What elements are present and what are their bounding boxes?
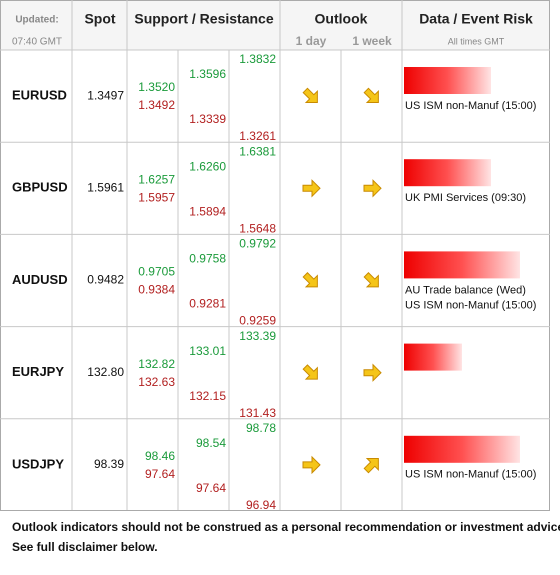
resistance: 0.9705: [138, 265, 175, 279]
spot: 0.9482: [87, 273, 124, 287]
event-note: All times GMT: [448, 36, 505, 46]
outlook-arrow: [302, 364, 318, 380]
updated-label: Updated:: [15, 15, 58, 26]
pair: AUDUSD: [12, 272, 68, 287]
pair: USDJPY: [12, 456, 64, 471]
support: 0.9384: [138, 283, 175, 297]
support: 1.3261: [239, 129, 276, 143]
support: 0.9281: [189, 297, 226, 311]
support: 132.15: [189, 389, 226, 403]
outlook-arrow: [302, 272, 318, 288]
support: 1.3492: [138, 98, 175, 112]
resistance: 98.78: [246, 421, 276, 435]
table-border: [0, 0, 550, 511]
risk-bar: [404, 67, 491, 94]
support: 96.94: [246, 498, 276, 512]
risk-bar: [404, 251, 520, 279]
footer-line: Outlook indicators should not be constru…: [12, 520, 560, 534]
event: UK PMI Services (09:30): [405, 192, 526, 204]
spot: 98.39: [94, 457, 124, 471]
event: US ISM non-Manuf (15:00): [405, 299, 536, 311]
resistance: 1.6381: [239, 144, 276, 158]
resistance: 1.3596: [189, 67, 226, 81]
footer-line: See full disclaimer below.: [12, 540, 158, 554]
support: 131.43: [239, 406, 276, 420]
support: 1.5957: [138, 190, 175, 204]
support: 1.5648: [239, 221, 276, 235]
spot: 1.3497: [87, 88, 124, 102]
outlook-arrow: [302, 179, 321, 198]
resistance: 98.54: [196, 436, 226, 450]
outlook-arrow: [363, 87, 379, 103]
resistance: 133.01: [189, 344, 226, 358]
resistance: 0.9792: [239, 237, 276, 251]
event: US ISM non-Manuf (15:00): [405, 100, 536, 112]
event-header: Data / Event Risk: [419, 11, 533, 27]
pair: EURJPY: [12, 364, 64, 379]
support: 0.9259: [239, 314, 276, 328]
outlook-arrow: [363, 179, 382, 198]
resistance: 133.39: [239, 329, 276, 343]
support: 1.5894: [189, 204, 226, 218]
resistance: 132.82: [138, 357, 175, 371]
sr-header: Support / Resistance: [134, 11, 273, 27]
support: 132.63: [138, 375, 175, 389]
resistance: 1.3832: [239, 52, 276, 66]
spot: 1.5961: [87, 180, 124, 194]
resistance: 98.46: [145, 449, 175, 463]
risk-bar: [404, 343, 462, 371]
outlook-arrow: [302, 455, 321, 475]
outlook-1day: 1 day: [296, 34, 327, 48]
resistance: 1.3520: [138, 80, 175, 94]
header-bg: [0, 0, 550, 50]
outlook-arrow: [302, 87, 318, 103]
spot: 132.80: [87, 365, 124, 379]
risk-bar: [404, 435, 520, 463]
outlook-arrow: [363, 458, 379, 474]
risk-bar: [404, 159, 491, 187]
support: 97.64: [196, 481, 226, 495]
updated-time: 07:40 GMT: [12, 37, 62, 48]
event: US ISM non-Manuf (15:00): [405, 469, 536, 481]
support: 1.3339: [189, 112, 226, 126]
pair: GBPUSD: [12, 180, 68, 195]
resistance: 0.9758: [189, 252, 226, 266]
event: AU Trade balance (Wed): [405, 284, 526, 296]
resistance: 1.6257: [138, 172, 175, 186]
outlook-arrow: [363, 363, 382, 382]
resistance: 1.6260: [189, 159, 226, 173]
outlook-1week: 1 week: [352, 34, 392, 48]
support: 97.64: [145, 467, 175, 481]
pair: EURUSD: [12, 88, 67, 103]
spot-header: Spot: [84, 11, 115, 27]
outlook-header: Outlook: [315, 11, 368, 27]
outlook-arrow: [363, 272, 379, 288]
